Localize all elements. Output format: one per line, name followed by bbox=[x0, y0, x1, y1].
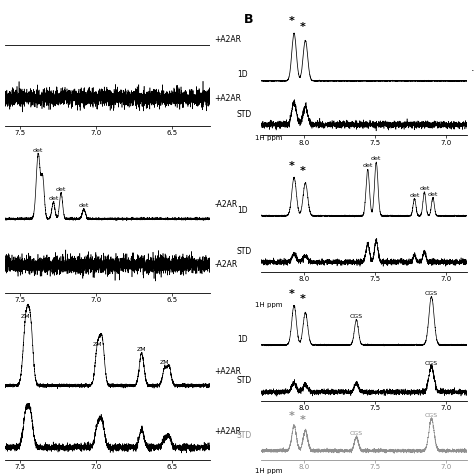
Text: det: det bbox=[419, 186, 429, 191]
Text: 1H ppm: 1H ppm bbox=[255, 135, 283, 141]
Text: ZM: ZM bbox=[159, 360, 169, 365]
Text: +A2AR: +A2AR bbox=[214, 35, 241, 44]
Text: *: * bbox=[288, 411, 294, 421]
Text: -A2AR: -A2AR bbox=[214, 260, 237, 269]
Text: CGS: CGS bbox=[350, 314, 363, 319]
Text: *: * bbox=[288, 16, 294, 26]
Text: CGS: CGS bbox=[350, 431, 363, 436]
Text: det: det bbox=[79, 203, 89, 208]
Text: ZM: ZM bbox=[21, 314, 31, 319]
Text: ZM: ZM bbox=[137, 347, 146, 352]
Text: STD: STD bbox=[237, 431, 252, 440]
Text: det: det bbox=[409, 193, 419, 198]
Text: STD: STD bbox=[237, 247, 252, 256]
Text: 1D: 1D bbox=[237, 206, 247, 215]
Text: +A2AR: +A2AR bbox=[214, 367, 241, 376]
Text: det: det bbox=[56, 186, 66, 191]
Text: ZM: ZM bbox=[93, 342, 102, 346]
Text: *: * bbox=[300, 22, 306, 32]
Text: *: * bbox=[288, 289, 294, 299]
Text: CGS: CGS bbox=[425, 413, 438, 418]
Text: +A2AR: +A2AR bbox=[214, 427, 241, 436]
Text: *: * bbox=[300, 415, 306, 425]
Text: -A2AR: -A2AR bbox=[214, 201, 237, 210]
Text: *: * bbox=[288, 161, 294, 171]
Text: det: det bbox=[428, 191, 438, 197]
Text: det: det bbox=[33, 147, 44, 153]
Text: STD: STD bbox=[237, 376, 252, 385]
Text: CGS: CGS bbox=[425, 361, 438, 366]
Text: *: * bbox=[300, 166, 306, 176]
Text: det: det bbox=[363, 164, 373, 168]
Text: 1H ppm: 1H ppm bbox=[255, 468, 283, 474]
Text: +A2AR: +A2AR bbox=[214, 93, 241, 102]
Text: CGS: CGS bbox=[425, 291, 438, 296]
Text: det: det bbox=[48, 196, 59, 201]
Text: ·: · bbox=[471, 66, 474, 76]
Text: 1D: 1D bbox=[237, 336, 247, 345]
Text: B: B bbox=[244, 13, 254, 26]
Text: STD: STD bbox=[237, 110, 252, 119]
Text: det: det bbox=[371, 156, 382, 161]
Text: 1H ppm: 1H ppm bbox=[255, 301, 283, 308]
Text: 1D: 1D bbox=[237, 70, 247, 79]
Text: *: * bbox=[300, 294, 306, 304]
